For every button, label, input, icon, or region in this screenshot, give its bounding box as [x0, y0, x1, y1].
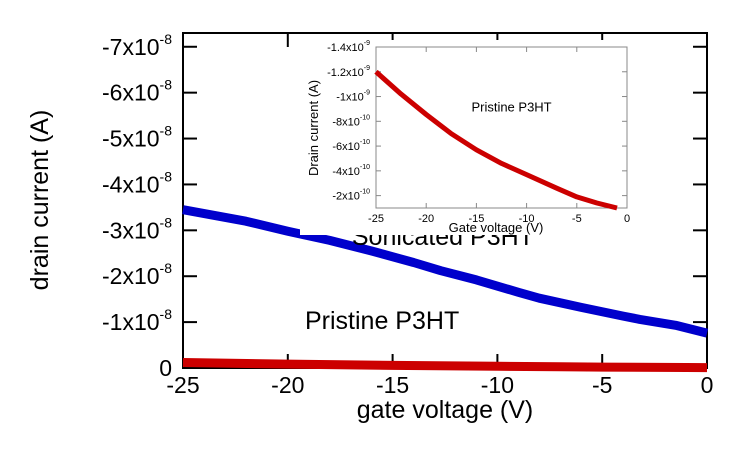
inset-y-axis-label: Drain current (A): [306, 80, 321, 176]
inset-y-tick-label: -1.2x10-9: [327, 65, 370, 79]
main-series-pristine-p3ht: [182, 358, 708, 373]
inset-x-tick-label: -20: [418, 213, 434, 225]
main-x-axis-label: gate voltage (V): [357, 396, 534, 424]
inset-x-tick-label: -5: [572, 213, 582, 225]
main-y-tick-label: -5x10-8: [102, 123, 172, 152]
main-y-tick-label: -1x10-8: [102, 306, 172, 335]
inset-plot: -25 -20 -15 -10 -5 0 -2x10-10 -4x10-10 -6x10-10 -…: [300, 40, 635, 235]
inset-y-tick-label: -1.4x10-9: [327, 40, 370, 54]
inset-annotation-pristine-p3ht: Pristine P3HT: [471, 99, 551, 114]
inset-y-tick-label: -8x10-10: [332, 114, 370, 128]
inset-x-tick-label: -25: [368, 213, 384, 225]
inset-y-tick-label: -6x10-10: [332, 139, 370, 153]
main-y-axis-label: drain current (A): [26, 110, 54, 291]
inset-x-axis-label: Gate voltage (V): [449, 220, 544, 235]
main-y-tick-label: -2x10-8: [102, 260, 172, 289]
main-x-tick-label: -5: [592, 372, 612, 398]
inset-series-pristine-p3ht: [374, 69, 618, 211]
main-x-tick-label: -25: [166, 372, 199, 398]
inset-plot-frame: [375, 46, 628, 209]
inset-y-tick-label: -1x10-9: [336, 90, 370, 104]
inset-x-tick-label: -10: [519, 213, 535, 225]
main-y-tick-label: 0: [159, 355, 172, 381]
main-x-tick-label: -10: [481, 372, 514, 398]
main-x-tick-label: -15: [376, 372, 409, 398]
main-y-tick-label: -6x10-8: [102, 77, 172, 106]
inset-y-tick-label: -4x10-10: [332, 164, 370, 178]
main-x-tick-label: 0: [701, 372, 714, 398]
main-x-tick-label: -20: [271, 372, 304, 398]
inset-x-tick-label: -15: [468, 213, 484, 225]
main-annotation-pristine-p3ht: Pristine P3HT: [305, 307, 459, 335]
inset-background: [300, 40, 635, 235]
main-y-tick-label: -4x10-8: [102, 168, 172, 197]
main-y-tick-label: -7x10-8: [102, 31, 172, 60]
main-y-tick-label: -3x10-8: [102, 214, 172, 243]
inset-x-tick-label: 0: [624, 213, 630, 225]
inset-y-tick-label: -2x10-10: [332, 189, 370, 203]
